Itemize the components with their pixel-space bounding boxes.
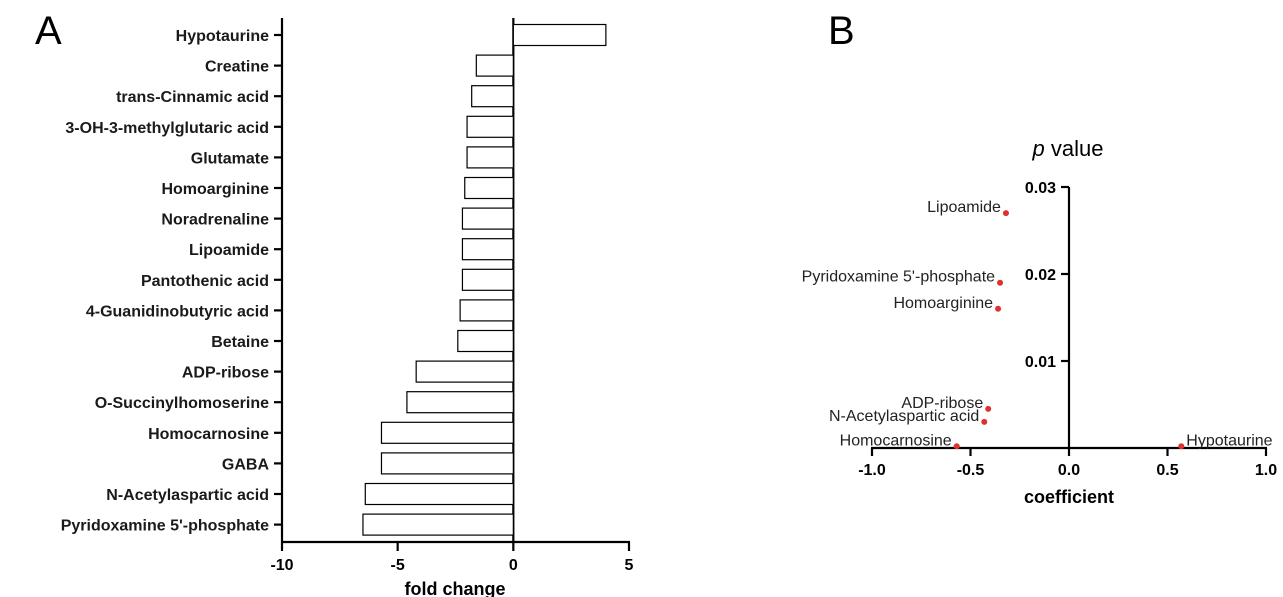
point-label: Lipoamide bbox=[927, 199, 1001, 216]
bar bbox=[415, 360, 514, 383]
x-tick-label: -1.0 bbox=[858, 462, 886, 479]
x-tick-label: 5 bbox=[625, 557, 634, 574]
bar bbox=[475, 54, 514, 77]
category-label: 4-Guanidinobutyric acid bbox=[86, 303, 269, 320]
y-tick-label: 0.03 bbox=[1025, 180, 1056, 197]
data-point bbox=[985, 405, 992, 412]
y-tick-label: 0.02 bbox=[1025, 267, 1056, 284]
category-label: GABA bbox=[222, 456, 270, 473]
bar bbox=[466, 146, 514, 169]
bar bbox=[457, 329, 514, 353]
x-tick-label: -0.5 bbox=[957, 462, 985, 479]
data-point bbox=[1002, 210, 1009, 217]
title-italic-part: p bbox=[1032, 136, 1045, 161]
bar bbox=[471, 85, 514, 108]
data-point bbox=[1178, 443, 1185, 450]
category-label: Noradrenaline bbox=[161, 212, 269, 229]
x-tick-label: -5 bbox=[391, 557, 405, 574]
x-axis-title: fold change bbox=[404, 579, 505, 597]
category-label: Hypotaurine bbox=[176, 28, 269, 45]
data-point bbox=[995, 305, 1002, 312]
title-rest-part: value bbox=[1045, 136, 1104, 161]
category-label: Pyridoxamine 5'-phosphate bbox=[61, 518, 269, 535]
x-tick-label: 0.5 bbox=[1156, 462, 1178, 479]
category-label: Creatine bbox=[205, 59, 269, 76]
x-tick-label: 0 bbox=[509, 557, 518, 574]
bar bbox=[461, 238, 514, 261]
category-label: 3-OH-3-methylglutaric acid bbox=[65, 120, 269, 137]
data-point bbox=[953, 443, 960, 450]
data-point bbox=[997, 279, 1004, 286]
category-label: ADP-ribose bbox=[182, 365, 269, 382]
bar bbox=[364, 482, 514, 506]
category-label: O-Succinylhomoserine bbox=[95, 395, 269, 412]
bar bbox=[512, 23, 607, 47]
x-axis-title: coefficient bbox=[1024, 487, 1114, 507]
panel-b-letter: B bbox=[828, 9, 855, 53]
bar bbox=[406, 391, 514, 414]
category-label: trans-Cinnamic acid bbox=[116, 89, 269, 106]
category-label: Homoarginine bbox=[161, 181, 269, 198]
point-label: Homoarginine bbox=[893, 295, 993, 312]
point-label: Hypotaurine bbox=[1186, 432, 1272, 449]
point-label: N-Acetylaspartic acid bbox=[829, 408, 979, 425]
point-label: Homocarnosine bbox=[840, 432, 952, 449]
point-label: Pyridoxamine 5'-phosphate bbox=[802, 269, 995, 286]
y-tick-label: 0.01 bbox=[1025, 354, 1056, 371]
category-label: Betaine bbox=[211, 334, 269, 351]
bar bbox=[380, 421, 514, 444]
panel-a-bar-chart: Hypotaurine Creatine trans-Cinnamic acid 3-… bbox=[61, 18, 634, 597]
x-tick-label: 0.0 bbox=[1058, 462, 1080, 479]
point-label: ADP-ribose bbox=[901, 395, 983, 412]
bar bbox=[461, 207, 514, 230]
panel-b-scatter-chart: p value -1.0 -0.5 0.0 0.5 1.0 0.01 0.02 0.03 coef… bbox=[802, 136, 1278, 507]
y-axis-title: p value bbox=[1032, 136, 1104, 161]
x-tick-label: -10 bbox=[270, 557, 293, 574]
category-label: Lipoamide bbox=[189, 242, 269, 259]
bar bbox=[466, 115, 514, 138]
bar bbox=[362, 513, 514, 536]
panel-a-letter: A bbox=[35, 9, 62, 53]
bar bbox=[459, 299, 514, 322]
bar bbox=[380, 452, 514, 475]
category-label: Pantothenic acid bbox=[141, 273, 269, 290]
data-point bbox=[981, 418, 988, 425]
bar bbox=[464, 176, 514, 200]
category-label: Glutamate bbox=[191, 150, 269, 167]
category-label: N-Acetylaspartic acid bbox=[106, 487, 269, 504]
category-label: Homocarnosine bbox=[148, 426, 269, 443]
x-tick-label: 1.0 bbox=[1255, 462, 1277, 479]
bar bbox=[461, 268, 514, 291]
